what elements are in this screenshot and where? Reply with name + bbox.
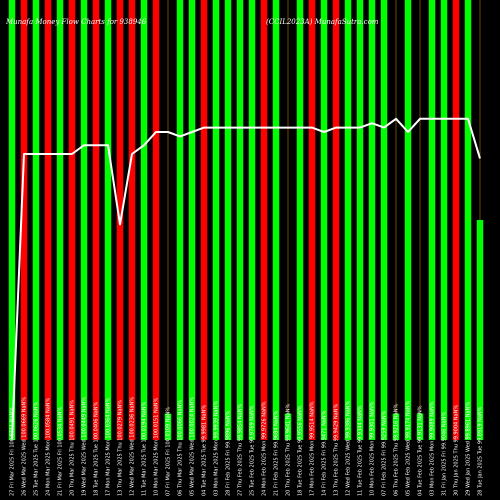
bar-22 [260,0,268,440]
bar-8 [92,0,100,440]
bar-11 [128,0,136,440]
bar-3 [32,0,40,440]
bar-34 [404,0,412,440]
bar-13 [152,0,160,440]
x-tick-label-13: 10 Mon Mar 2025 Mon 100.0151 NaN% [154,397,160,496]
x-tick-label-32: 07 Fri Feb 2025 Fri 99.9259 NaN% [382,410,388,496]
x-tick-label-24: 20 Thu Feb 2025 Thu 99.9641 NaN% [286,404,292,496]
x-tick-label-30: 11 Tue Feb 2025 Tue 99.9344 NaN% [358,405,364,496]
bar-5 [56,0,64,440]
x-tick-label-4: 24 Mon Mar 2025 Mon 100.0584 NaN% [46,397,52,496]
x-tick-label-3: 25 Tue Mar 2025 Tue 100.0626 NaN% [34,401,40,496]
x-tick-label-9: 17 Mon Mar 2025 Mon 100.0364 NaN% [106,397,112,496]
x-tick-label-37: 31 Fri Jan 2025 Fri 99.9046 NaN% [442,412,448,496]
bar-20 [236,0,244,440]
line-layer [11,117,481,440]
x-tick-label-35: 04 Tue Feb 2025 Tue 99.9131 NaN% [418,405,424,496]
x-tick-label-28: 13 Thu Feb 2025 Thu 99.9429 NaN% [334,404,340,496]
bar-29 [344,0,352,440]
x-tick-label-36: 03 Mon Feb 2025 Mon 99.9089 NaN% [430,401,436,496]
x-tick-label-40: 28 Tue Jan 2025 Tue 99.8919 NaN% [478,406,484,496]
x-tick-label-39: 29 Wed Jan 2025 Wed 99.8961 NaN% [466,402,472,496]
bar-31 [368,0,376,440]
bar-14 [164,413,172,440]
bar-4 [44,0,52,440]
x-tick-label-33: 06 Thu Feb 2025 Thu 99.9216 NaN% [394,404,400,496]
x-tick-label-18: 03 Mon Mar 2025 Mon 99.9939 NaN% [214,401,220,496]
bar-15 [176,0,184,440]
x-tick-label-10: 13 Thu Mar 2025 Thu 100.0279 NaN% [118,400,124,496]
bar-37 [440,0,448,440]
bar-38 [452,0,460,440]
bar-12 [140,0,148,440]
x-tick-label-7: 19 Wed Mar 2025 Wed 100.0449 NaN% [82,397,88,496]
bar-27 [320,0,328,440]
bar-39 [464,0,472,440]
bar-26 [308,0,316,440]
x-tick-label-11: 12 Wed Mar 2025 Wed 100.0236 NaN% [130,397,136,496]
x-tick-label-21: 25 Tue Feb 2025 Tue 99.9769 NaN% [250,405,256,496]
bar-2 [20,0,28,440]
x-tick-label-19: 28 Fri Feb 2025 Fri 99.9896 NaN% [226,410,232,496]
x-tick-label-38: 30 Thu Jan 2025 Thu 99.9004 NaN% [454,405,460,496]
x-tick-labels: 27 Fri Mar 2025 Fri 100.0711 NaN% 26 Wed … [10,397,484,496]
bar-25 [296,0,304,440]
x-tick-label-1: 27 Fri Mar 2025 Fri 100.0711 NaN% [10,407,16,496]
bar-24 [284,413,292,440]
x-tick-label-6: 20 Thu Mar 2025 Thu 100.0491 NaN% [70,400,76,496]
bar-30 [356,0,364,440]
x-tick-label-15: 06 Thu Mar 2025 Thu 100.0066 NaN% [178,400,184,496]
bar-33 [392,413,400,440]
money-flow-line [11,117,481,440]
x-tick-label-5: 21 Fri Mar 2025 Fri 100.0534 NaN% [58,407,64,496]
x-tick-label-27: 14 Fri Feb 2025 Fri 99.9471 NaN% [322,410,328,496]
x-tick-label-25: 18 Tue Feb 2025 Tue 99.9556 NaN% [298,405,304,496]
bar-40 [476,220,484,440]
x-tick-label-26: 17 Mon Feb 2025 Mon 99.9514 NaN% [310,401,316,496]
bar-21 [248,0,256,440]
bar-18 [212,0,220,440]
bar-28 [332,0,340,440]
x-tick-label-2: 26 Wed Mar 2025 Wed 100.0669 NaN% [22,397,28,496]
x-tick-label-14: 07 Fri Mar 2025 Fri 100.0109 NaN% [166,407,172,496]
bar-23 [272,0,280,440]
chart-title: Munafa Money Flow Charts for 938946 [5,18,147,26]
bar-16 [188,0,196,440]
bar-9 [104,0,112,440]
x-tick-label-8: 18 Tue Mar 2025 Tue 100.0406 NaN% [94,401,100,496]
bar-36 [428,0,436,440]
x-tick-label-34: 05 Wed Feb 2025 Wed 99.9174 NaN% [406,401,412,496]
bar-35 [416,413,424,440]
chart-site-label: (CCIL2023A) MunafaSutra.com [266,18,379,26]
x-tick-label-29: 12 Wed Feb 2025 Wed 99.9386 NaN% [346,401,352,496]
bar-32 [380,0,388,440]
bar-19 [224,0,232,440]
x-tick-label-20: 27 Thu Feb 2025 Thu 99.9854 NaN% [238,404,244,496]
bar-7 [80,0,88,440]
x-tick-label-12: 11 Tue Mar 2025 Tue 100.0194 NaN% [142,401,148,496]
bar-1 [8,0,16,440]
x-tick-label-23: 21 Fri Feb 2025 Fri 99.9684 NaN% [274,410,280,496]
x-tick-label-17: 04 Tue Mar 2025 Tue 99.9981 NaN% [202,405,208,496]
bar-6 [68,0,76,440]
bar-17 [200,0,208,440]
bars-layer [8,0,484,440]
x-tick-label-22: 24 Mon Feb 2025 Mon 99.9726 NaN% [262,401,268,496]
x-tick-label-31: 10 Mon Feb 2025 Mon 99.9301 NaN% [370,401,376,496]
x-tick-label-16: 05 Wed Mar 2025 Wed 100.0024 NaN% [190,397,196,496]
